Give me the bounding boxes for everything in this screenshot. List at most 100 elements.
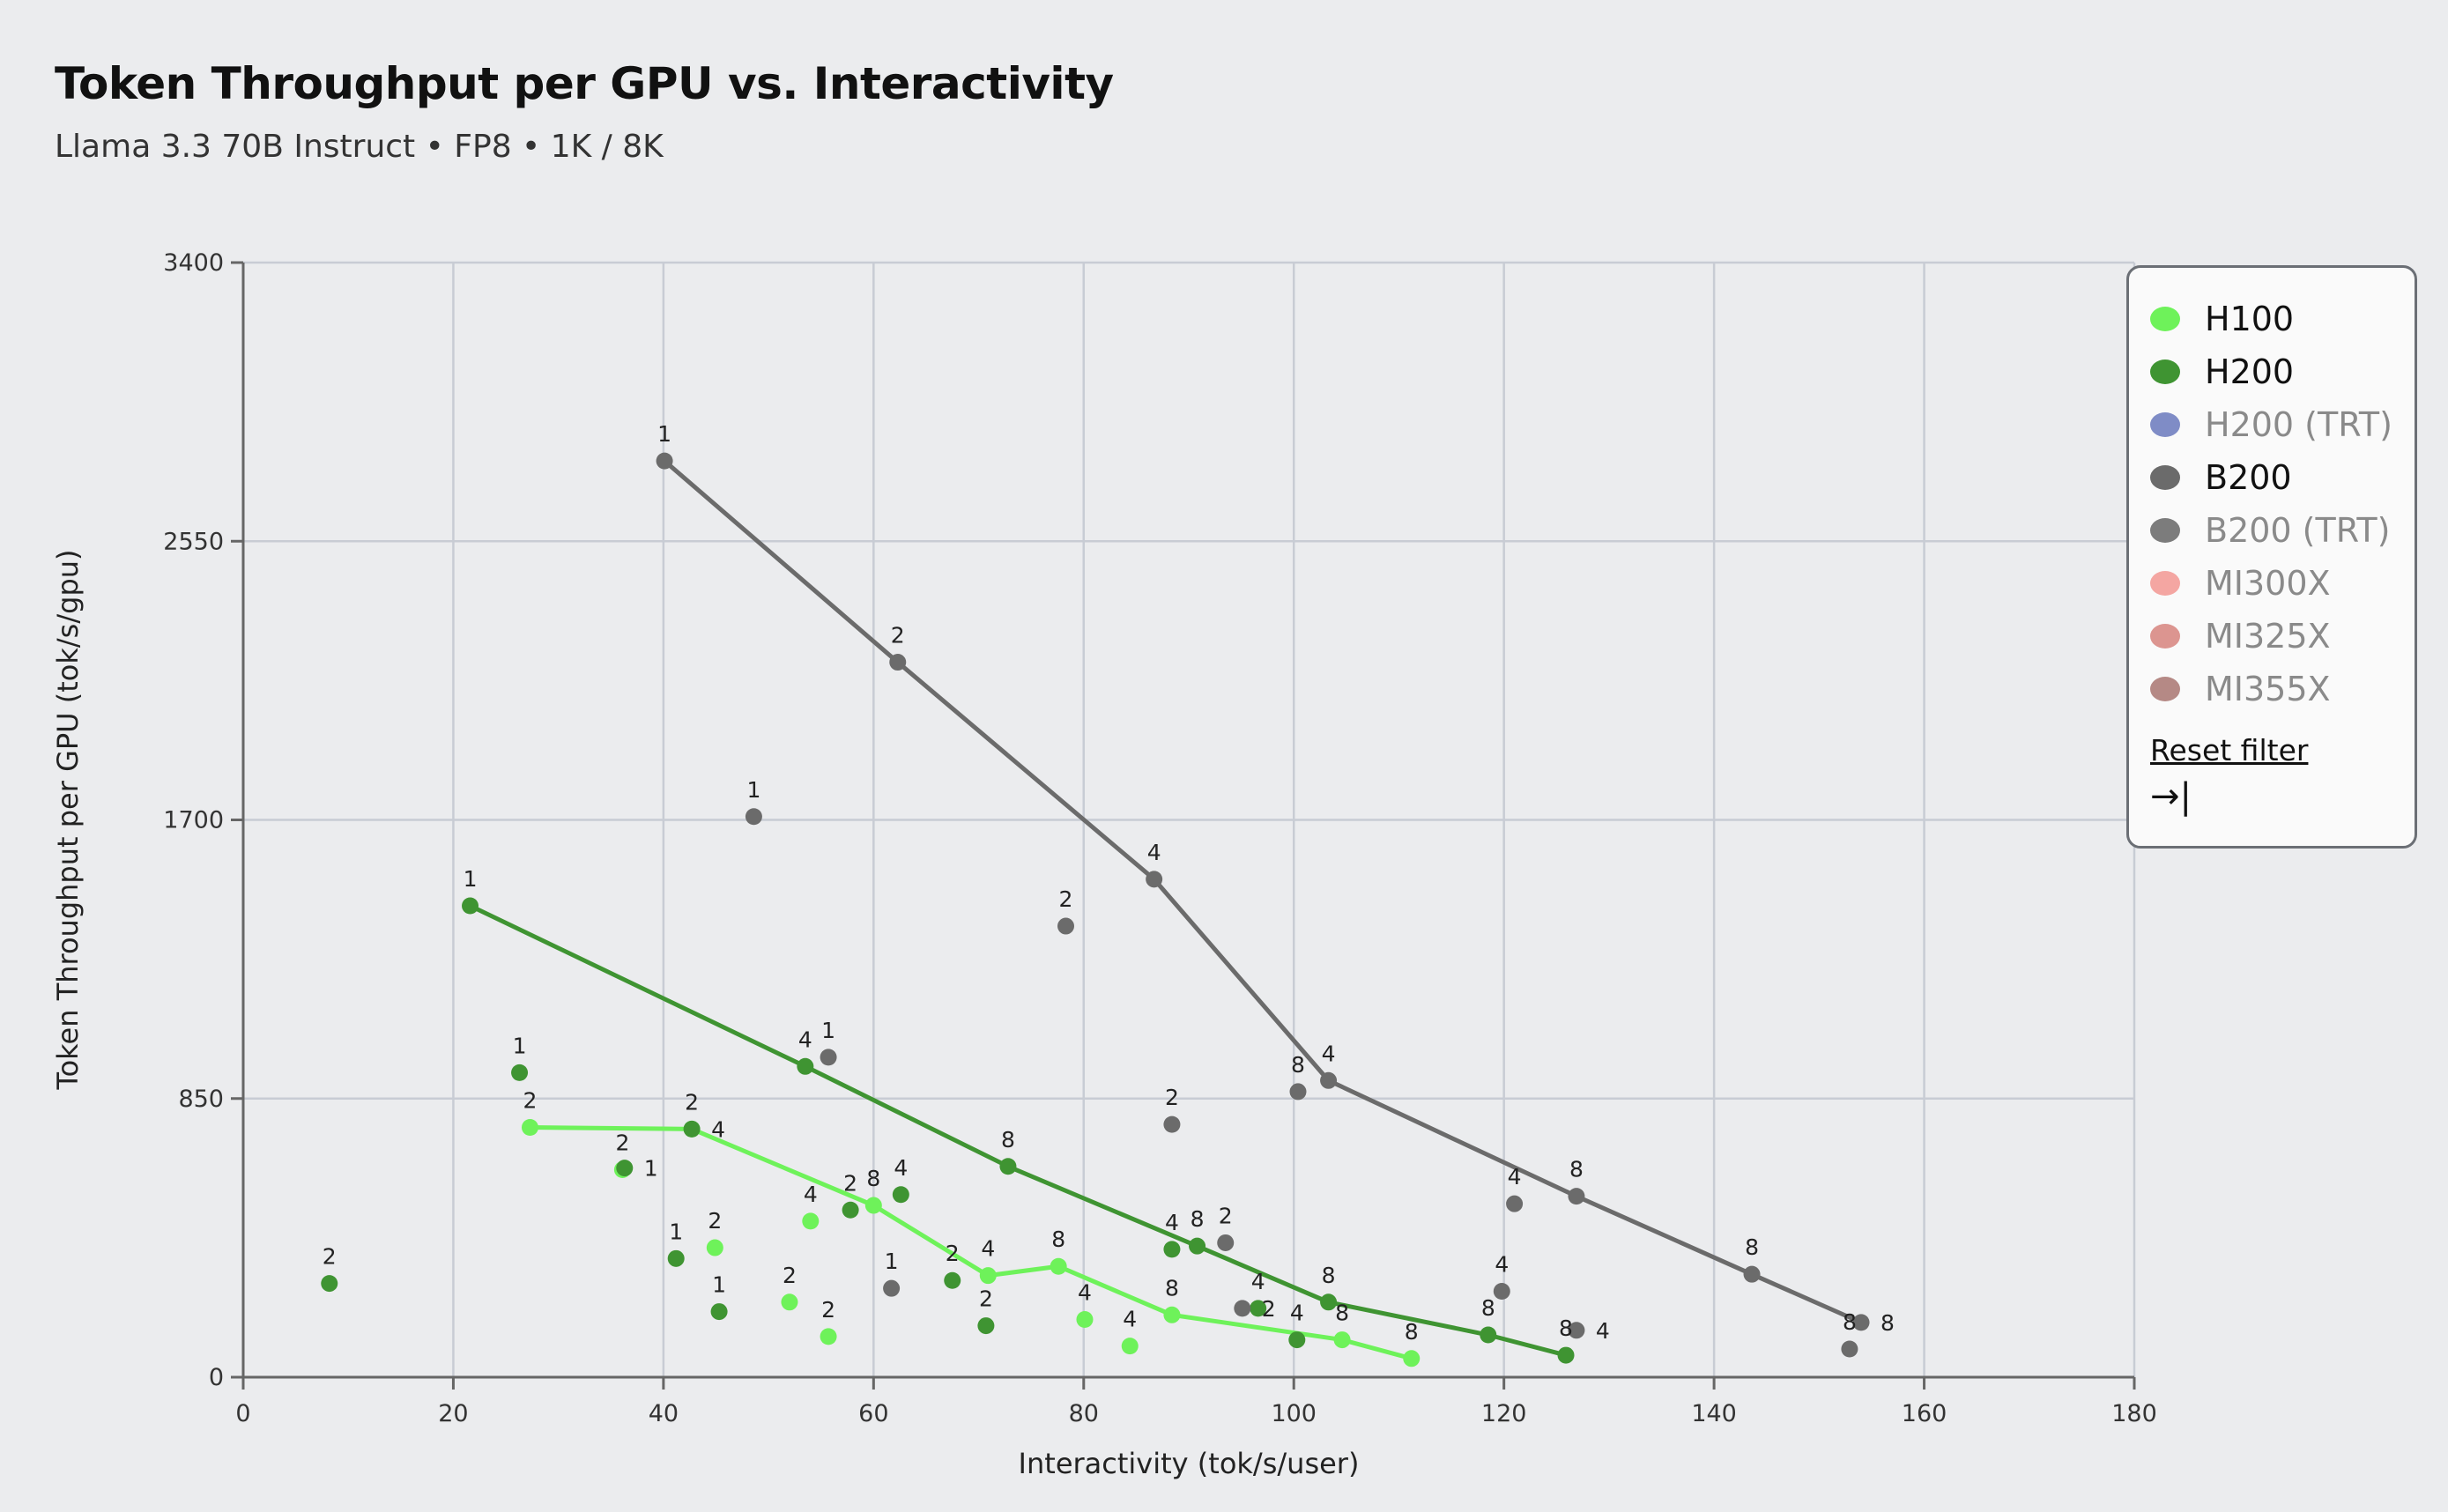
h100-point-label: 2 [523,1087,538,1113]
h200-point-label: 1 [712,1272,726,1298]
h200-point-label: 8 [1559,1316,1573,1341]
b200-data-point [1057,917,1075,935]
chart-subtitle: Llama 3.3 70B Instruct • FP8 • 1K / 8K [55,129,664,165]
b200-point-label: 8 [1569,1157,1584,1182]
b200-data-point [1841,1340,1858,1358]
reset-filter-link[interactable]: Reset filter [2150,733,2309,767]
h200-data-point [999,1158,1017,1175]
legend-item-h200[interactable]: H200 [2150,345,2415,398]
b200-point-label: 2 [1059,886,1073,912]
h100-data-point [1121,1338,1139,1355]
h100-frontier-line [530,1124,1413,1361]
legend-item-h200-trt[interactable]: H200 (TRT) [2150,398,2415,451]
b200-point-label: 1 [885,1249,899,1274]
b200-point-label: 2 [1219,1203,1233,1228]
b200-data-point [1493,1283,1510,1301]
b200-point-label: 8 [1843,1309,1857,1335]
x-tick-label: 60 [858,1400,888,1427]
collapse-legend-icon[interactable]: →| [2150,776,2192,817]
b200-point-label: 8 [1291,1052,1305,1078]
b200-data-point [1568,1322,1585,1339]
h200-data-point [797,1057,814,1075]
legend-label: B200 [2205,458,2292,497]
b200-point-label: 1 [821,1018,835,1043]
h200-data-point [892,1186,909,1204]
h100-point-label: 8 [1335,1301,1349,1326]
series-h200 [321,897,1575,1364]
y-tick-label: 1700 [163,807,224,834]
h200-data-point [710,1303,728,1321]
y-tick-label: 850 [178,1086,224,1113]
h100-point-label: 8 [1405,1319,1419,1345]
h100-data-point [1403,1350,1421,1367]
y-tick-label: 0 [209,1364,224,1391]
h200-point-label: 8 [1322,1263,1336,1288]
h200-point-label: 2 [979,1286,993,1312]
legend-item-h100[interactable]: H100 [2150,293,2415,345]
h100-point-label: 4 [804,1182,818,1207]
h100-point-label: 8 [1165,1275,1179,1301]
b200-point-label: 4 [1495,1252,1509,1278]
h200-point-label: 1 [669,1219,683,1244]
b200-point-label: 8 [1745,1234,1759,1260]
b200-point-label: 4 [1508,1164,1522,1190]
y-tick-label: 2550 [163,528,224,555]
x-tick-label: 20 [438,1400,468,1427]
h100-data-point [1050,1257,1067,1275]
b200-data-point [820,1049,837,1066]
x-tick-label: 120 [1481,1400,1527,1427]
h200-data-point [616,1160,634,1177]
h100-data-point [706,1239,723,1256]
legend-label: H200 [2205,352,2295,391]
legend-swatch-icon [2150,571,2180,596]
x-tick-label: 0 [235,1400,250,1427]
legend-label: B200 (TRT) [2205,511,2391,550]
b200-data-point [1289,1083,1307,1101]
x-tick-label: 160 [1902,1400,1947,1427]
h200-point-label: 8 [1191,1206,1205,1232]
h100-data-point [979,1267,997,1285]
h100-data-point [1076,1311,1094,1329]
legend-label: MI300X [2205,564,2331,603]
h200-data-point [944,1271,961,1289]
x-axis-label: Interactivity (tok/s/user) [1019,1447,1360,1480]
legend-swatch-icon [2150,624,2180,649]
h200-point-label: 1 [464,866,478,892]
x-tick-label: 140 [1691,1400,1737,1427]
grid [243,261,2136,1377]
h100-data-point [1163,1306,1181,1323]
b200-data-point [1743,1265,1761,1283]
h200-data-point [321,1275,338,1293]
h100-data-point [1333,1331,1351,1349]
h200-data-point [1480,1326,1497,1344]
h200-data-point [977,1317,995,1335]
legend-item-mi300x[interactable]: MI300X [2150,557,2415,610]
legend-item-b200[interactable]: B200 [2150,451,2415,504]
legend-label: MI355X [2205,670,2331,708]
series-b200 [656,452,1870,1358]
b200-point-label: 4 [1322,1041,1336,1066]
h200-data-point [683,1120,701,1138]
b200-point-label: 1 [746,777,760,803]
h200-point-label: 4 [1251,1269,1265,1294]
h200-data-point [1250,1300,1267,1317]
h100-point-label: 8 [1051,1227,1065,1252]
b200-point-label: 2 [1262,1296,1276,1322]
legend-swatch-icon [2150,518,2180,543]
b200-point-label: 4 [1147,840,1161,865]
b200-data-point [745,808,762,826]
legend-item-mi325x[interactable]: MI325X [2150,610,2415,663]
x-tick-label: 40 [649,1400,679,1427]
h100-point-label: 2 [821,1297,835,1323]
h200-data-point [1320,1293,1338,1311]
h200-data-point [1288,1331,1306,1349]
legend-item-mi355x[interactable]: MI355X [2150,663,2415,715]
x-tick-label: 180 [2111,1400,2157,1427]
x-tick-label: 100 [1271,1400,1317,1427]
h100-point-label: 4 [1123,1307,1137,1332]
legend-item-b200-trt[interactable]: B200 (TRT) [2150,504,2415,557]
b200-data-point [1163,1115,1181,1133]
b200-data-point [883,1279,901,1297]
legend-label: MI325X [2205,617,2331,656]
